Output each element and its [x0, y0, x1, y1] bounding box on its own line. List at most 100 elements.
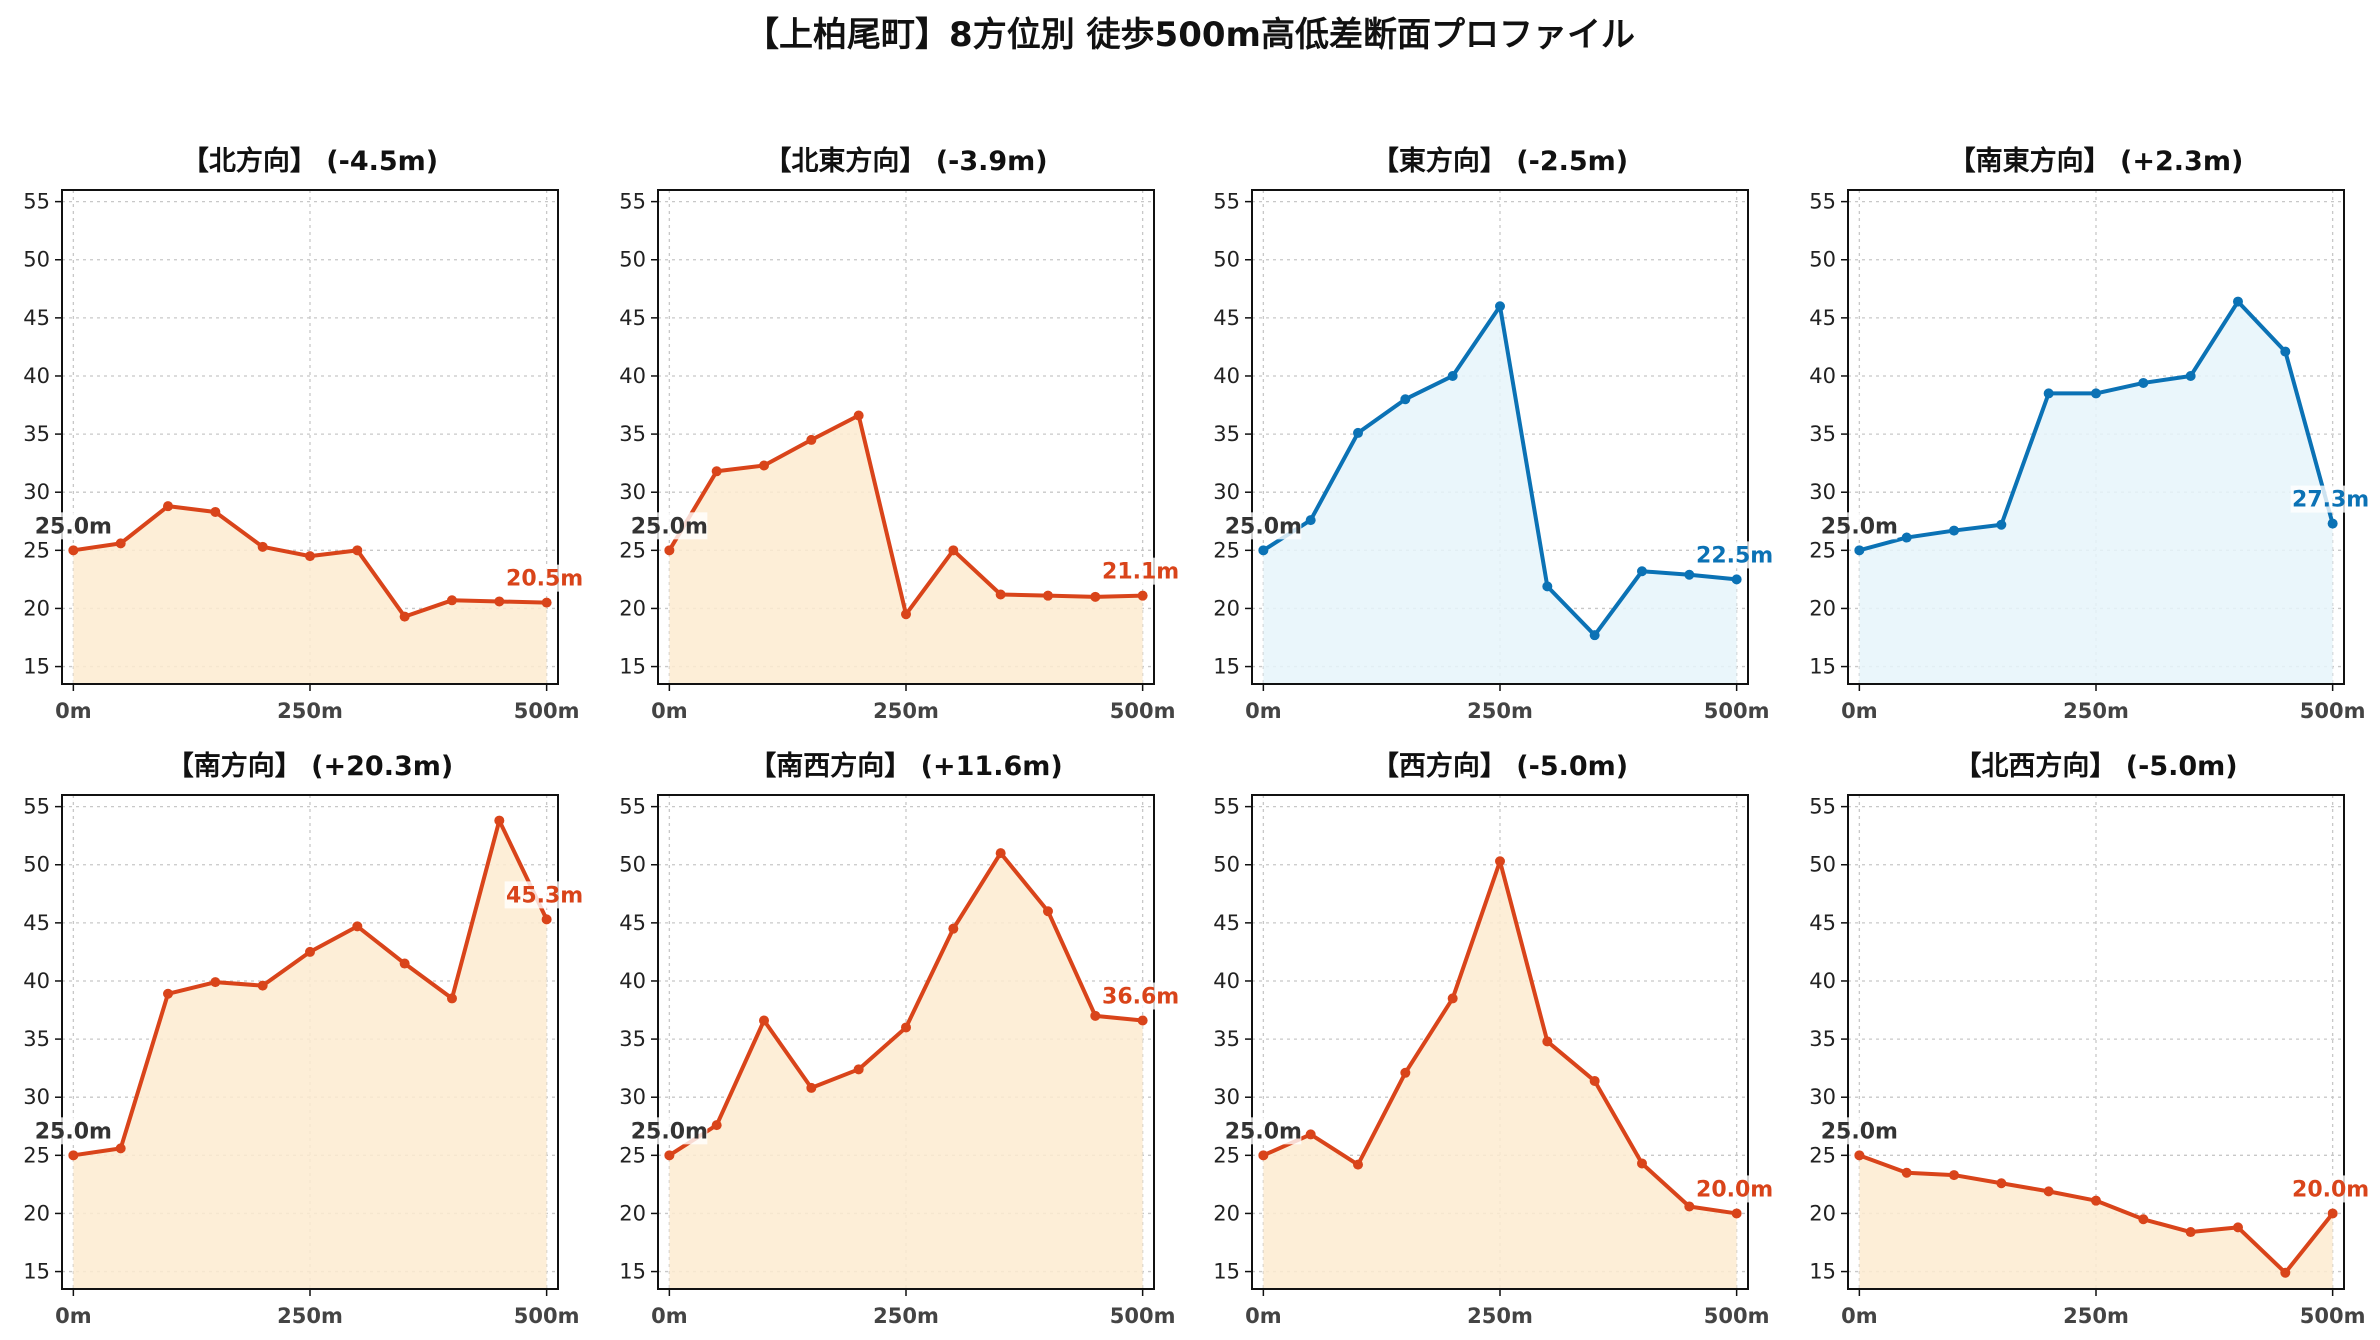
elevation-panel: 【南方向】 (+20.3m) 15 20 25 30 35 40 45 50 55 0m 250m 50…	[23, 750, 585, 1328]
panel-title: 【北東方向】 (-3.9m)	[764, 145, 1047, 177]
x-tick-label: 250m	[873, 699, 939, 723]
y-tick-label: 30	[1809, 1085, 1836, 1109]
data-point	[664, 1150, 675, 1161]
data-point	[399, 611, 410, 622]
panel-title: 【北西方向】 (-5.0m)	[1954, 750, 2237, 782]
elevation-area	[669, 415, 1143, 684]
panel-title: 【東方向】 (-2.5m)	[1372, 145, 1628, 177]
elevation-panel: 【東方向】 (-2.5m) 15 20 25 30 35 40 45 50 55 0m 250m 500…	[1213, 145, 1775, 723]
data-point	[1636, 1158, 1647, 1169]
data-point	[1353, 427, 1364, 438]
data-point	[1684, 569, 1695, 580]
y-tick-label: 35	[619, 1027, 646, 1051]
y-tick-label: 30	[619, 1085, 646, 1109]
data-point	[901, 1022, 911, 1033]
y-tick-label: 15	[1213, 1260, 1240, 1284]
data-point	[1090, 591, 1101, 602]
data-point	[1854, 545, 1865, 556]
y-tick-label: 15	[1213, 655, 1240, 679]
y-tick-label: 45	[1809, 911, 1836, 935]
data-point	[759, 460, 770, 471]
data-point	[2185, 370, 2196, 381]
elevation-panel: 【西方向】 (-5.0m) 15 20 25 30 35 40 45 50 55 0m 250m 500…	[1213, 750, 1775, 1328]
data-point	[257, 541, 268, 552]
y-tick-label: 50	[23, 248, 50, 272]
data-point	[2138, 377, 2149, 388]
data-point	[1042, 906, 1053, 917]
elevation-panel: 【南西方向】 (+11.6m) 15 20 25 30 35 40 45 50 55 0m 250m 5…	[619, 750, 1181, 1328]
elevation-area	[73, 506, 547, 684]
data-point	[115, 1143, 126, 1154]
y-tick-label: 45	[1213, 306, 1240, 330]
data-point	[711, 466, 722, 477]
data-point	[1949, 1170, 1960, 1181]
y-tick-label: 40	[23, 969, 50, 993]
data-point	[1400, 394, 1411, 405]
data-point	[352, 921, 363, 932]
data-point	[2185, 1227, 2196, 1238]
data-point	[901, 609, 911, 620]
elevation-panel: 【北東方向】 (-3.9m) 15 20 25 30 35 40 45 50 55 0m 250m 50…	[619, 145, 1181, 723]
x-tick-label: 500m	[514, 699, 580, 723]
y-tick-label: 50	[619, 248, 646, 272]
x-tick-label: 250m	[1467, 699, 1533, 723]
data-point	[853, 1064, 864, 1075]
data-point	[210, 977, 221, 988]
end-label-background	[1694, 1175, 1775, 1203]
data-point	[1447, 370, 1458, 381]
x-tick-label: 0m	[55, 699, 92, 723]
data-point	[664, 545, 675, 556]
y-tick-label: 30	[1213, 480, 1240, 504]
y-tick-label: 35	[23, 1027, 50, 1051]
elevation-panel: 【北方向】 (-4.5m) 15 20 25 30 35 40 45 50 55 0m 250m 500…	[23, 145, 585, 723]
x-tick-label: 0m	[651, 699, 688, 723]
y-tick-label: 15	[619, 655, 646, 679]
data-point	[163, 988, 174, 999]
start-elevation-label: 25.0m	[1225, 1119, 1302, 1144]
start-label-background	[35, 512, 112, 540]
data-point	[2232, 296, 2243, 307]
data-point	[948, 923, 959, 934]
y-tick-label: 25	[1213, 538, 1240, 562]
x-tick-label: 500m	[1704, 699, 1770, 723]
data-point	[1258, 1150, 1269, 1161]
data-point	[2043, 388, 2054, 399]
data-point	[853, 410, 864, 421]
start-label-background	[631, 512, 708, 540]
data-point	[446, 595, 457, 606]
data-point	[2232, 1222, 2243, 1233]
y-tick-label: 25	[23, 1143, 50, 1167]
y-tick-label: 15	[1809, 1260, 1836, 1284]
start-elevation-label: 25.0m	[35, 1119, 112, 1144]
x-tick-label: 500m	[1110, 1304, 1176, 1328]
y-tick-label: 35	[1809, 422, 1836, 446]
x-tick-label: 500m	[2300, 1304, 2366, 1328]
y-tick-label: 40	[1213, 364, 1240, 388]
y-tick-label: 25	[1213, 1143, 1240, 1167]
y-tick-label: 40	[23, 364, 50, 388]
y-tick-label: 55	[1213, 190, 1240, 214]
panel-title: 【北方向】 (-4.5m)	[182, 145, 438, 177]
start-label-background	[631, 1117, 708, 1145]
data-point	[1854, 1150, 1865, 1161]
start-label-background	[1821, 1117, 1898, 1145]
end-elevation-label: 21.1m	[1102, 560, 1179, 585]
end-elevation-label: 45.3m	[506, 883, 583, 908]
y-tick-label: 50	[619, 853, 646, 877]
data-point	[1901, 1167, 1912, 1178]
data-point	[1636, 566, 1647, 577]
y-tick-label: 40	[1809, 364, 1836, 388]
x-tick-label: 500m	[1110, 699, 1176, 723]
data-point	[68, 1150, 79, 1161]
y-tick-label: 45	[619, 306, 646, 330]
data-point	[494, 815, 505, 826]
y-tick-label: 35	[23, 422, 50, 446]
x-tick-label: 250m	[1467, 1304, 1533, 1328]
x-tick-label: 0m	[55, 1304, 92, 1328]
elevation-area	[1263, 861, 1737, 1289]
data-point	[2091, 388, 2101, 399]
data-point	[1400, 1067, 1411, 1078]
data-point	[2138, 1214, 2149, 1225]
end-elevation-label: 22.5m	[1696, 543, 1773, 568]
data-point	[1090, 1010, 1101, 1021]
